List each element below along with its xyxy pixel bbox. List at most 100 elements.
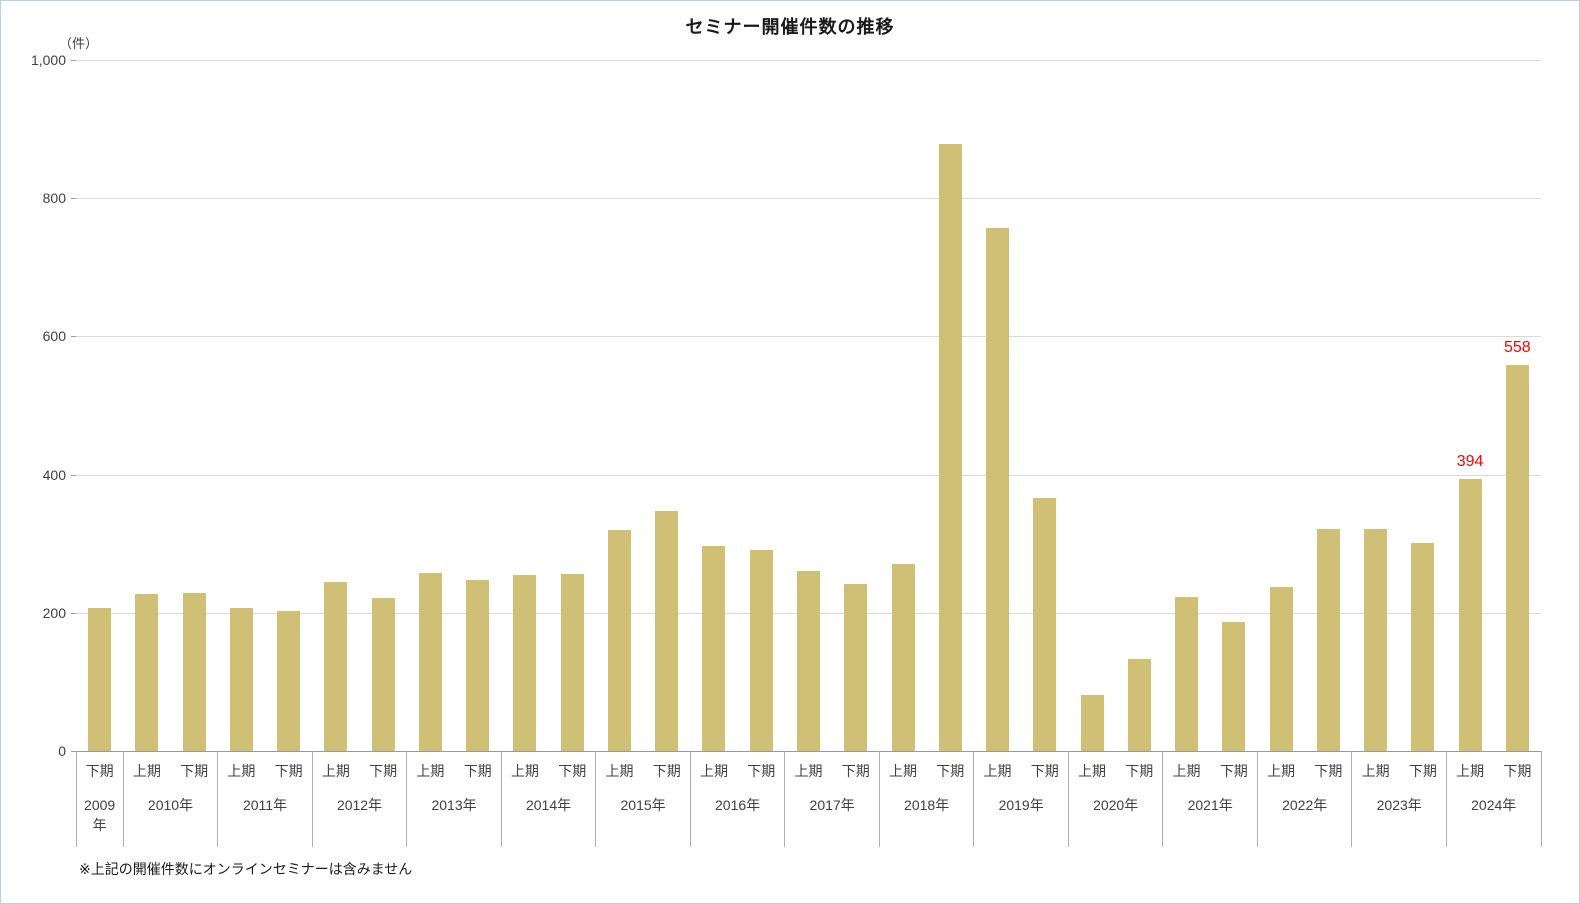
y-gridline <box>76 60 1541 61</box>
bar-2021年-下期 <box>1222 622 1246 751</box>
bar-2013年-上期 <box>418 572 442 751</box>
x-period-label: 下期 <box>841 763 870 779</box>
x-period-label: 上期 <box>605 763 634 779</box>
x-period-label: 上期 <box>699 763 728 779</box>
bar-2021年-上期 <box>1175 596 1199 751</box>
x-period-label: 上期 <box>321 763 350 779</box>
y-tick-mark <box>71 60 76 61</box>
x-year-label: 2024年 <box>1471 797 1517 813</box>
x-group-separator <box>217 751 219 847</box>
x-period-label: 上期 <box>227 763 256 779</box>
bar-2014年-下期 <box>560 574 584 751</box>
x-year-label: 2018年 <box>904 797 950 813</box>
bar-2016年-上期 <box>702 545 726 751</box>
x-group-separator <box>1351 751 1353 847</box>
x-period-label: 上期 <box>1172 763 1201 779</box>
y-axis-unit-label: （件） <box>59 36 99 51</box>
x-year-label: 2011年 <box>242 797 288 813</box>
x-period-label: 下期 <box>274 763 303 779</box>
x-period-label: 下期 <box>1314 763 1343 779</box>
x-year-label: 2021年 <box>1187 797 1233 813</box>
y-tick-mark <box>71 336 76 338</box>
bar-2016年-下期 <box>749 549 773 751</box>
x-group-separator <box>1067 751 1069 847</box>
x-period-label: 下期 <box>936 763 965 779</box>
x-group-separator <box>1256 751 1258 847</box>
bar-value-label: 394 <box>1456 452 1484 470</box>
bar-2017年-上期 <box>797 571 820 751</box>
x-group-separator <box>122 751 124 847</box>
x-period-label: 上期 <box>1267 763 1296 779</box>
chart-title: セミナー開催件数の推移 <box>685 17 895 37</box>
x-group-separator <box>311 751 313 847</box>
y-gridline <box>76 474 1541 476</box>
bar-2024年-下期 <box>1505 365 1529 751</box>
bar-value-label: 558 <box>1504 339 1531 357</box>
bar-2013年-下期 <box>466 579 490 751</box>
bar-2023年-下期 <box>1411 543 1435 751</box>
y-gridline <box>76 336 1541 338</box>
x-group-separator <box>595 751 597 847</box>
x-period-label: 下期 <box>463 763 492 779</box>
x-period-label: 上期 <box>510 763 539 779</box>
bar-2015年-上期 <box>607 529 631 751</box>
y-tick-label: 0 <box>58 743 66 759</box>
x-period-label: 下期 <box>1030 763 1059 779</box>
bar-2010年-下期 <box>182 592 206 751</box>
bar-2009年-下期 <box>88 607 112 751</box>
bar-2022年-下期 <box>1316 529 1340 751</box>
bar-2015年-下期 <box>655 510 679 751</box>
x-group-separator <box>1445 751 1447 847</box>
bar-2023年-上期 <box>1364 529 1388 751</box>
x-year-label: 2013年 <box>431 797 477 813</box>
bar-2024年-上期 <box>1458 478 1482 751</box>
x-period-label: 下期 <box>369 763 398 779</box>
x-group-separator <box>973 751 975 847</box>
y-tick-label: 800 <box>42 190 66 207</box>
x-period-label: 上期 <box>889 763 917 779</box>
x-year-label: 2009年 <box>84 797 116 833</box>
x-period-label: 上期 <box>132 763 161 779</box>
bar-2011年-上期 <box>229 607 253 751</box>
x-year-label: 2023年 <box>1376 797 1422 813</box>
bar-2017年-下期 <box>844 583 868 751</box>
x-period-label: 下期 <box>1503 763 1532 779</box>
x-group-separator <box>500 751 502 847</box>
y-tick-mark <box>71 612 76 614</box>
x-year-label: 2020年 <box>1093 797 1139 813</box>
y-tick-mark <box>71 198 76 200</box>
x-group-separator <box>784 751 786 847</box>
x-year-label: 2017年 <box>809 797 855 813</box>
x-period-label: 上期 <box>794 763 823 779</box>
x-year-label: 2019年 <box>998 797 1044 813</box>
x-period-label: 上期 <box>983 763 1012 779</box>
x-group-separator <box>878 751 880 847</box>
bar-2020年-下期 <box>1127 659 1151 751</box>
x-period-label: 下期 <box>747 763 776 779</box>
x-year-label: 2010年 <box>147 797 194 813</box>
x-year-label: 2014年 <box>525 797 572 813</box>
y-tick-mark <box>71 751 76 752</box>
x-period-label: 上期 <box>1361 763 1390 779</box>
x-axis-area: 下期 2009年 上期 下期 2010年 上期 下期 2011年 上期 下期 2012年 上期 下期 20… <box>75 751 1542 849</box>
x-period-label: 下期 <box>652 763 681 779</box>
x-year-label: 2016年 <box>715 797 761 813</box>
x-group-separator <box>75 751 77 847</box>
bar-2012年-上期 <box>324 582 348 751</box>
x-group-separator <box>406 751 408 847</box>
bar-2014年-上期 <box>513 575 537 751</box>
x-axis-line <box>76 751 1541 752</box>
x-period-label: 下期 <box>1125 763 1154 779</box>
x-group-separator <box>689 751 691 847</box>
bar-2011年-下期 <box>277 611 301 751</box>
bar-2019年-上期 <box>986 227 1010 751</box>
x-period-label: 下期 <box>1219 763 1248 779</box>
bar-2022年-上期 <box>1269 586 1293 751</box>
x-group-separator <box>1540 751 1542 847</box>
bar-2018年-上期 <box>891 564 915 751</box>
bar-2012年-下期 <box>371 597 395 751</box>
x-year-label: 2015年 <box>620 797 666 813</box>
x-period-label: 上期 <box>1456 763 1485 779</box>
x-year-label: 2012年 <box>336 797 383 813</box>
